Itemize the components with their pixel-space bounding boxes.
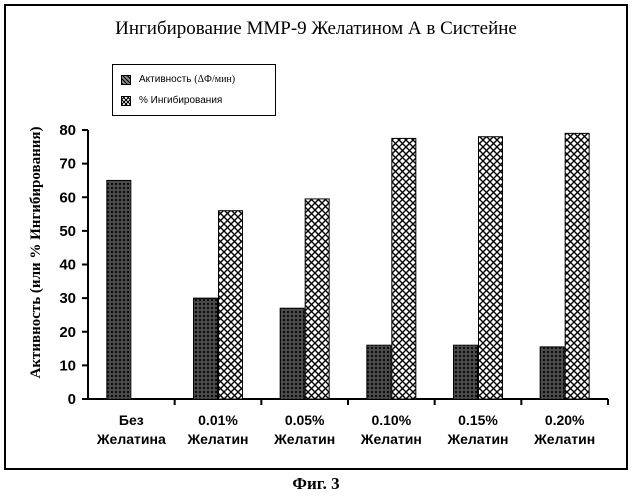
x-category-label: Желатин bbox=[446, 431, 508, 447]
legend-label-activity: Активность (ΔФ/мин) bbox=[139, 74, 235, 85]
bar-activity bbox=[280, 308, 304, 399]
x-category-label: 0.05% bbox=[285, 412, 325, 428]
legend-label-inhibition: % Ингибирования bbox=[139, 95, 222, 106]
y-tick-label: 20 bbox=[59, 324, 76, 341]
bar-inhibition bbox=[219, 211, 243, 399]
y-axis-title: Активность (или % Ингибирования) bbox=[28, 126, 44, 378]
legend-item-activity: Активность (ΔФ/мин) bbox=[121, 74, 235, 85]
x-category-label: 0.10% bbox=[371, 412, 411, 428]
y-tick-label: 60 bbox=[59, 189, 76, 206]
bar-activity bbox=[107, 180, 131, 399]
legend-item-inhibition: % Ингибирования bbox=[121, 95, 222, 106]
legend-swatch-activity bbox=[121, 75, 131, 85]
bar-activity bbox=[540, 347, 564, 399]
x-category-label: Желатин bbox=[186, 431, 248, 447]
y-tick-label: 0 bbox=[68, 391, 76, 408]
bar-inhibition bbox=[392, 138, 416, 399]
x-category-label: 0.20% bbox=[545, 412, 585, 428]
y-tick-label: 50 bbox=[59, 223, 76, 240]
figure-caption: Фиг. 3 bbox=[0, 474, 632, 494]
x-category-label: Желатин bbox=[360, 431, 422, 447]
x-category-label: Желатина bbox=[96, 431, 166, 447]
y-tick-label: 10 bbox=[59, 357, 76, 374]
bar-inhibition bbox=[479, 137, 503, 399]
bar-activity bbox=[454, 345, 478, 399]
bar-activity bbox=[194, 298, 218, 399]
x-category-label: 0.15% bbox=[458, 412, 498, 428]
bar-inhibition bbox=[565, 133, 589, 399]
chart-legend: Активность (ΔФ/мин) % Ингибирования bbox=[112, 64, 276, 116]
x-category-label: Желатин bbox=[533, 431, 595, 447]
bar-inhibition bbox=[305, 199, 329, 399]
x-category-label: Без bbox=[119, 412, 144, 428]
legend-swatch-inhibition bbox=[121, 96, 131, 106]
x-category-label: 0.01% bbox=[198, 412, 238, 428]
bar-activity bbox=[367, 345, 391, 399]
y-tick-label: 40 bbox=[59, 257, 76, 274]
chart-plot: 0 10 20 30 40 50 60 70 80 Активность (или % Ингиб… bbox=[0, 0, 632, 470]
y-tick-label: 80 bbox=[59, 122, 76, 139]
y-tick-label: 70 bbox=[59, 156, 76, 173]
x-category-label: Желатин bbox=[273, 431, 335, 447]
y-tick-label: 30 bbox=[59, 290, 76, 307]
